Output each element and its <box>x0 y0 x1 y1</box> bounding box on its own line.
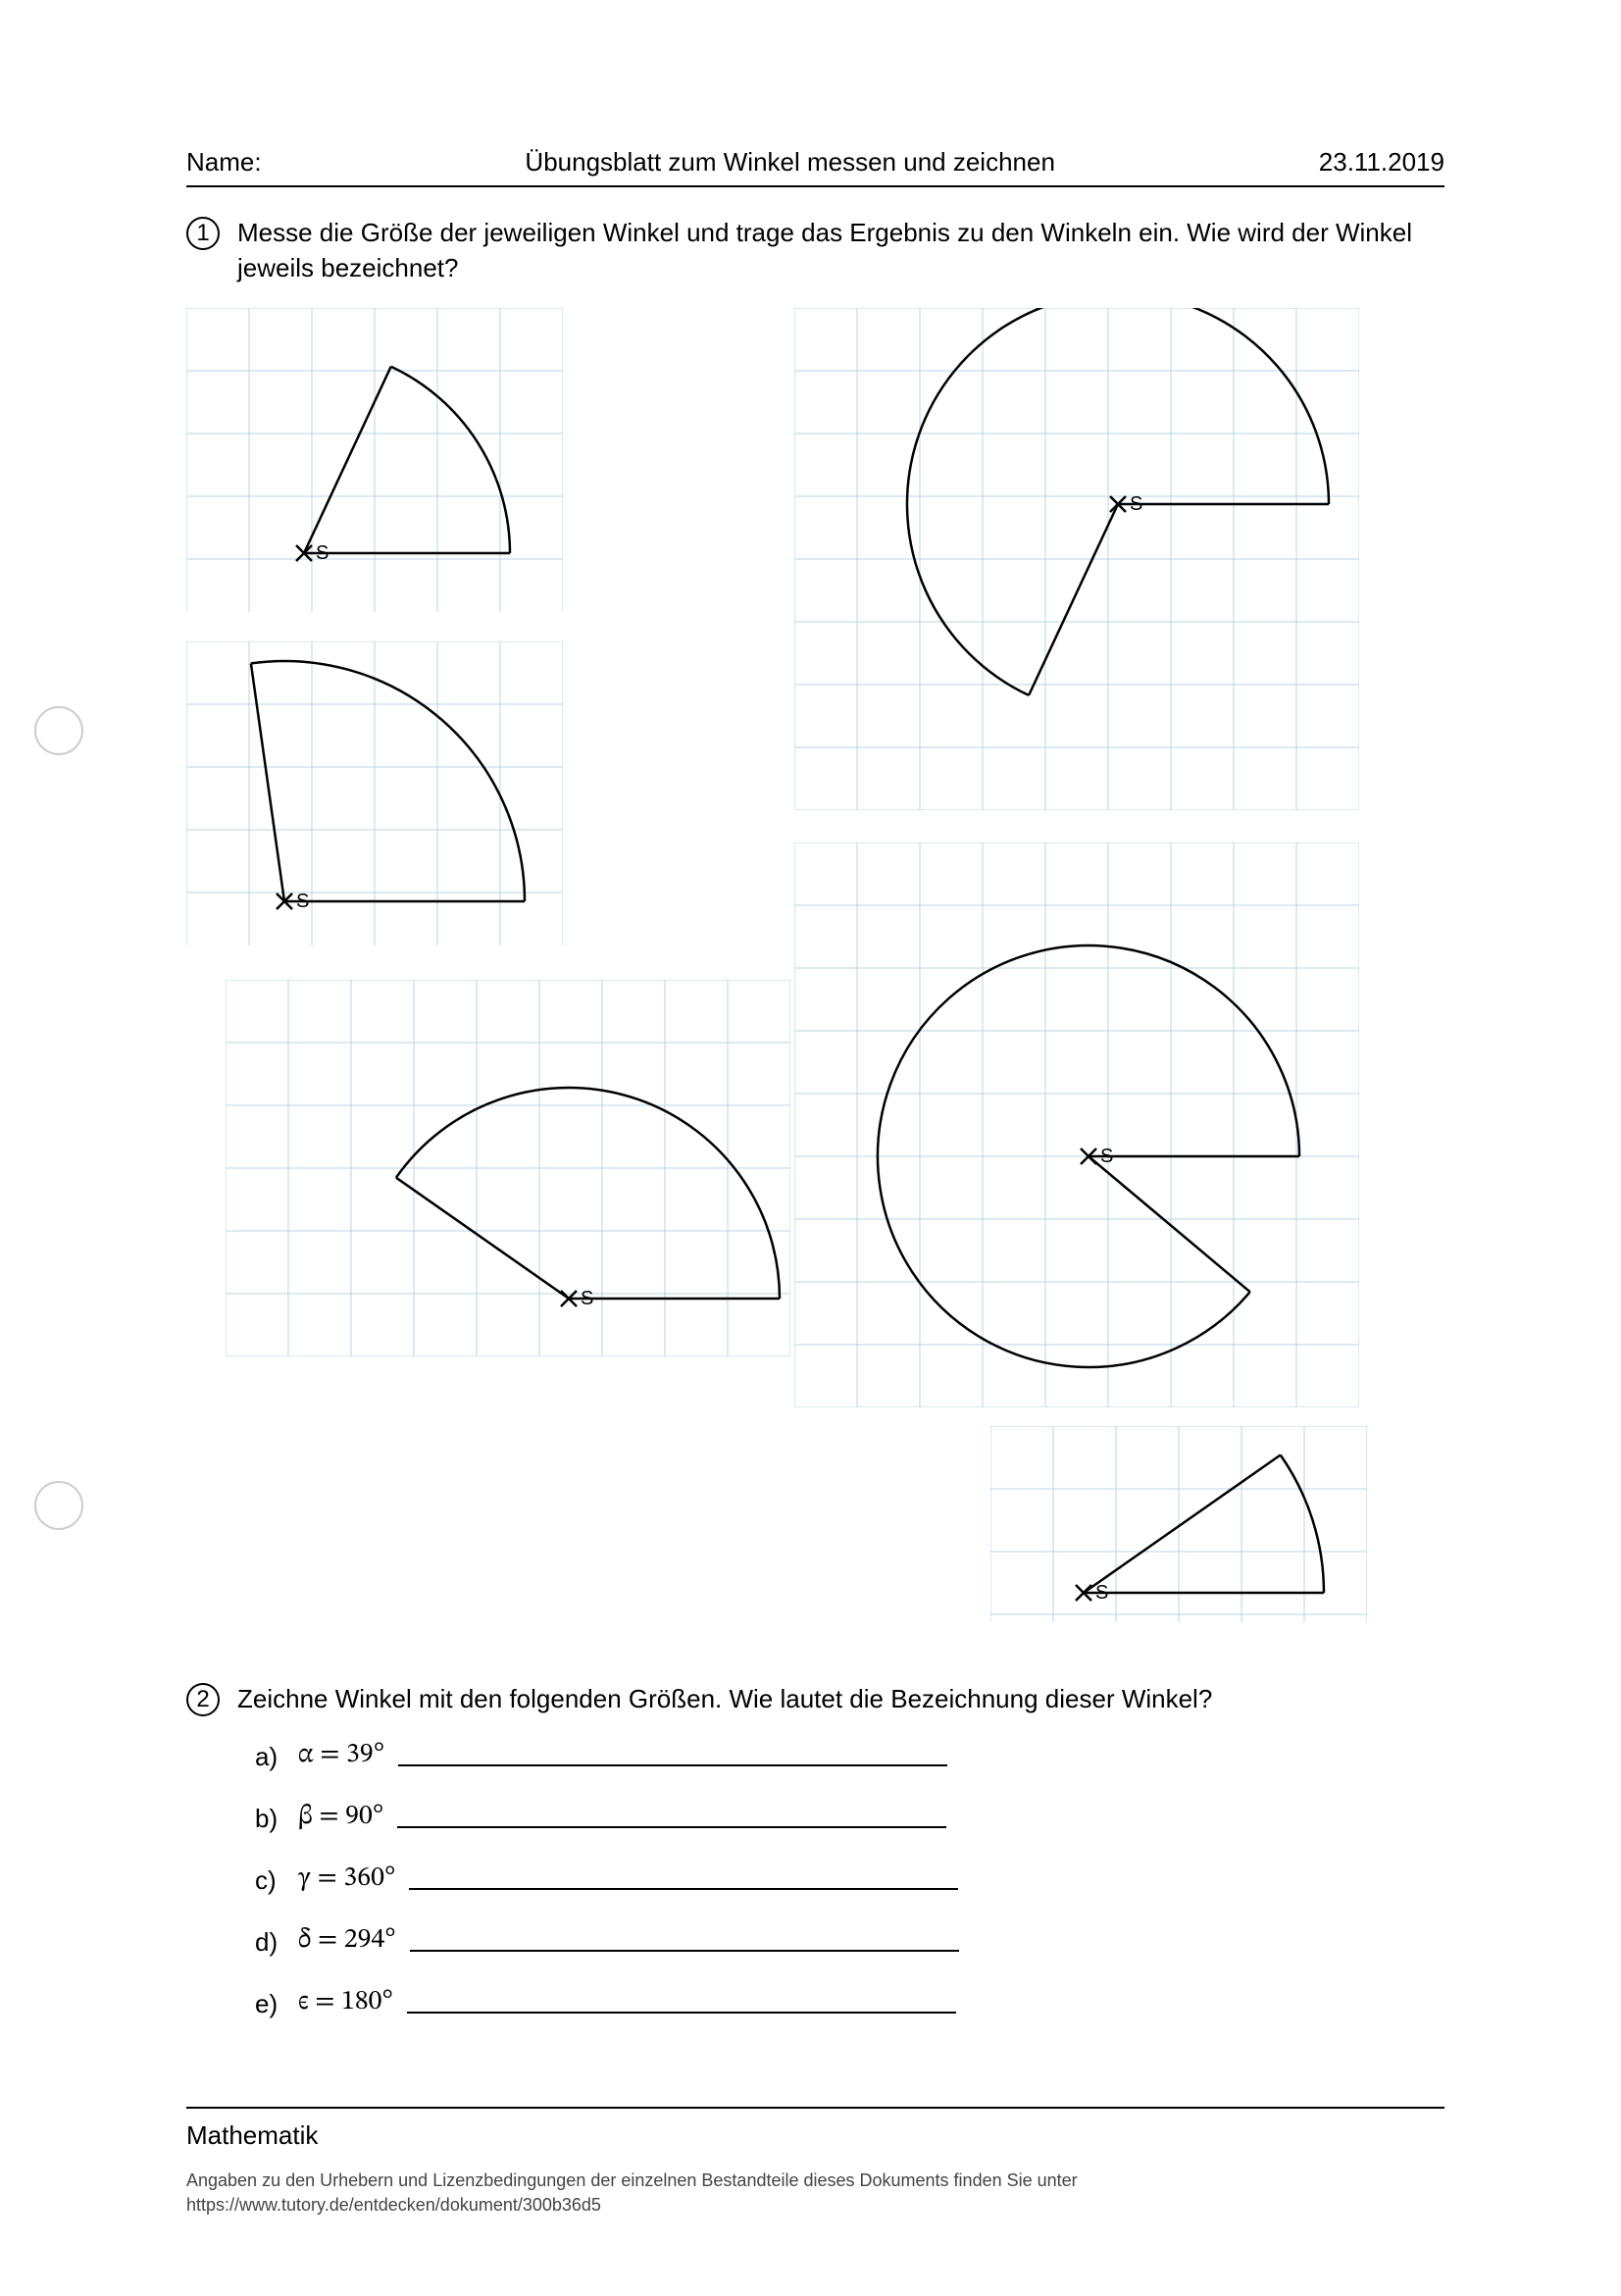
footer-subject: Mathematik <box>186 2120 1444 2151</box>
page-title: Übungsblatt zum Winkel messen und zeichn… <box>525 147 1055 178</box>
footer-rule <box>186 2107 1444 2109</box>
name-label: Name: <box>186 147 262 178</box>
svg-text:S: S <box>1130 493 1142 515</box>
answer-label: b) <box>255 1804 284 1834</box>
answer-label: a) <box>255 1742 284 1772</box>
answer-blank[interactable] <box>410 1950 959 1952</box>
angle-diagram: S <box>186 641 563 945</box>
answer-label: e) <box>255 1989 284 2019</box>
angle-diagram: S <box>794 308 1359 810</box>
answer-row: e) ϵ = 180° <box>255 1985 1444 2019</box>
svg-text:S: S <box>296 891 309 912</box>
task-number-1: 1 <box>186 217 220 250</box>
answer-row: b) β = 90° <box>255 1800 1444 1834</box>
footer-credit: Angaben zu den Urhebern und Lizenzbeding… <box>186 2168 1444 2193</box>
answer-blank[interactable] <box>398 1764 947 1766</box>
answer-math: ϵ = 180° <box>298 1985 393 2019</box>
task-2: 2 Zeichne Winkel mit den folgenden Größe… <box>186 1681 1444 1716</box>
answer-math: α = 39° <box>298 1738 384 1772</box>
answer-list: a) α = 39° b) β = 90° c) γ = 360° d) δ = 294° e)… <box>186 1738 1444 2019</box>
angle-diagrams: S S S S S S <box>186 308 1444 1642</box>
answer-row: a) α = 39° <box>255 1738 1444 1772</box>
answer-math: β = 90° <box>298 1800 383 1834</box>
footer-url: https://www.tutory.de/entdecken/dokument… <box>186 2193 1444 2218</box>
answer-label: d) <box>255 1927 284 1958</box>
angle-diagram: S <box>186 308 563 612</box>
page-date: 23.11.2019 <box>1319 147 1444 178</box>
footer: Mathematik Angaben zu den Urhebern und L… <box>186 2107 1444 2218</box>
punch-hole <box>34 1481 83 1530</box>
answer-label: c) <box>255 1865 284 1896</box>
answer-row: c) γ = 360° <box>255 1862 1444 1896</box>
answer-row: d) δ = 294° <box>255 1923 1444 1958</box>
task-number-2: 2 <box>186 1683 220 1716</box>
task-2-text: Zeichne Winkel mit den folgenden Größen.… <box>237 1681 1212 1716</box>
angle-diagram: S <box>226 980 790 1356</box>
worksheet-page: Name: Übungsblatt zum Winkel messen und … <box>0 0 1621 2296</box>
angle-diagram: S <box>990 1426 1367 1622</box>
task-1-text: Messe die Größe der jeweiligen Winkel un… <box>237 215 1444 286</box>
answer-blank[interactable] <box>397 1826 946 1828</box>
svg-text:S: S <box>1100 1146 1113 1167</box>
answer-math: δ = 294° <box>298 1923 396 1958</box>
svg-text:S: S <box>1095 1582 1108 1604</box>
answer-blank[interactable] <box>409 1888 958 1890</box>
header: Name: Übungsblatt zum Winkel messen und … <box>186 147 1444 187</box>
svg-text:S: S <box>581 1288 593 1309</box>
answer-blank[interactable] <box>407 2012 956 2014</box>
answer-math: γ = 360° <box>298 1862 395 1896</box>
punch-hole <box>34 706 83 755</box>
task-1: 1 Messe die Größe der jeweiligen Winkel … <box>186 215 1444 286</box>
svg-text:S: S <box>316 542 329 564</box>
angle-diagram: S <box>794 842 1359 1407</box>
